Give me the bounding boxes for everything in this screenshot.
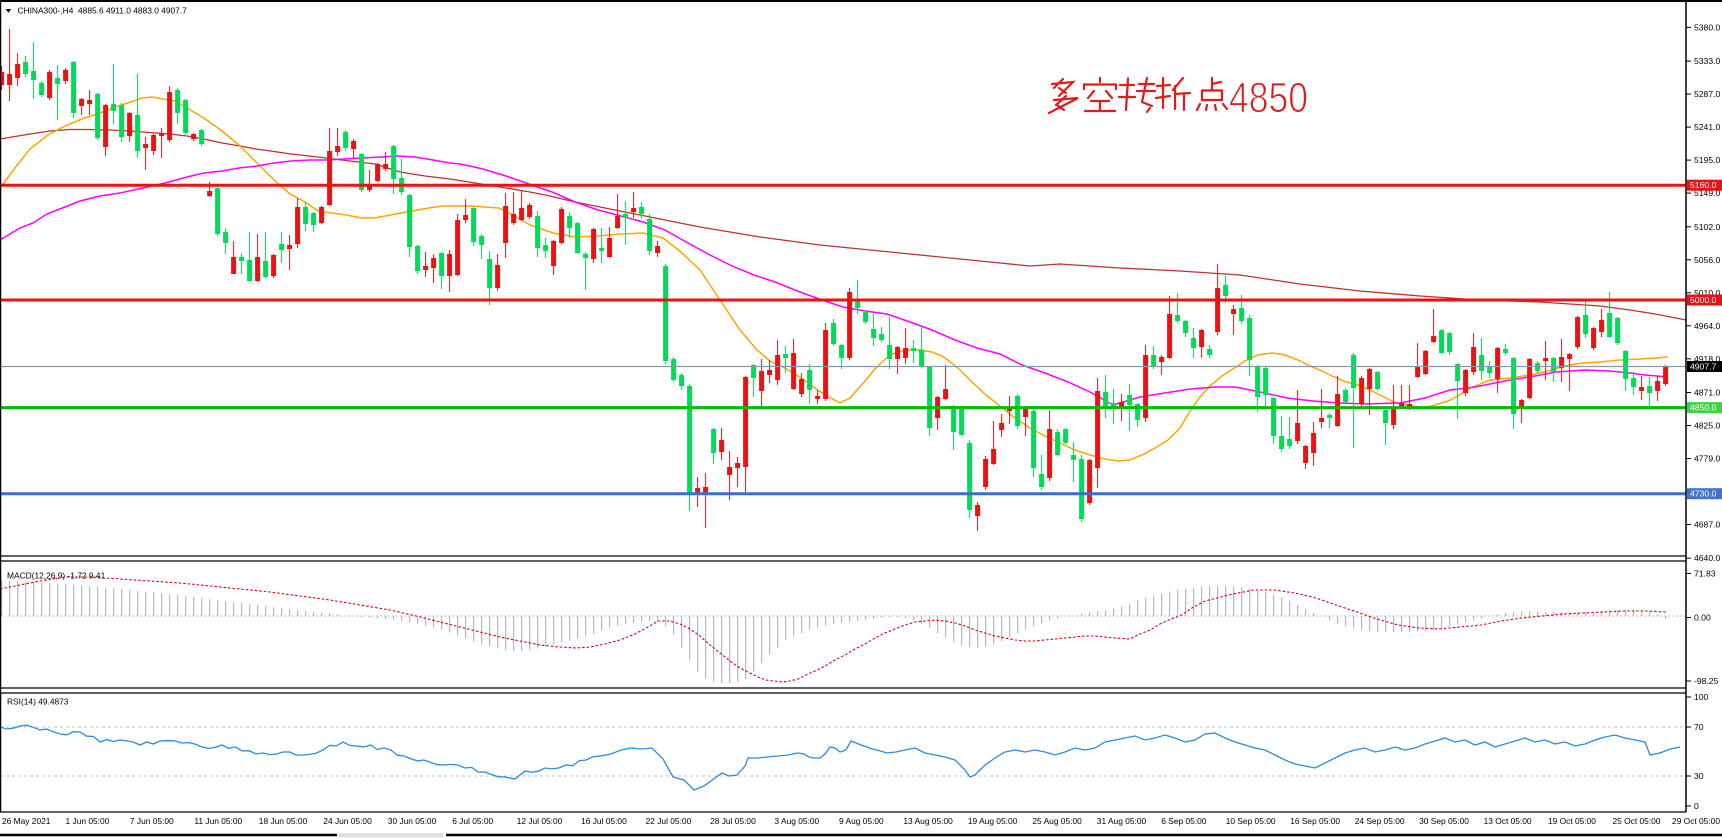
svg-text:CHINA300-,H4 4885.6 4911.0 48: CHINA300-,H4 4885.6 4911.0 4883.0 4907.7 <box>18 6 188 16</box>
svg-text:4850: 4850 <box>1229 74 1308 122</box>
svg-text:MACD(12,26,9) -1.72 9.41: MACD(12,26,9) -1.72 9.41 <box>7 571 106 581</box>
svg-text:24 Jun 05:00: 24 Jun 05:00 <box>323 816 372 826</box>
svg-text:4825.0: 4825.0 <box>1694 421 1721 431</box>
svg-text:9 Aug 05:00: 9 Aug 05:00 <box>839 816 884 826</box>
svg-text:4964.0: 4964.0 <box>1694 321 1721 331</box>
svg-text:18 Jun 05:00: 18 Jun 05:00 <box>259 816 308 826</box>
svg-text:16 Jul 05:00: 16 Jul 05:00 <box>581 816 627 826</box>
svg-text:29 Oct 05:00: 29 Oct 05:00 <box>1672 816 1720 826</box>
svg-text:11 Jun 05:00: 11 Jun 05:00 <box>194 816 242 826</box>
svg-text:5102.0: 5102.0 <box>1694 222 1721 232</box>
svg-text:100: 100 <box>1694 692 1709 702</box>
svg-text:4730.0: 4730.0 <box>1690 489 1717 499</box>
svg-text:31 Aug 05:00: 31 Aug 05:00 <box>1097 816 1147 826</box>
svg-text:4918.0: 4918.0 <box>1694 354 1721 364</box>
svg-text:0.00: 0.00 <box>1694 613 1711 623</box>
svg-text:5333.0: 5333.0 <box>1694 56 1721 66</box>
svg-text:71.83: 71.83 <box>1694 569 1716 579</box>
svg-text:13 Aug 05:00: 13 Aug 05:00 <box>903 816 953 826</box>
svg-text:6 Sep 05:00: 6 Sep 05:00 <box>1161 816 1207 826</box>
svg-text:4640.0: 4640.0 <box>1694 553 1721 563</box>
svg-text:5160.0: 5160.0 <box>1690 180 1717 190</box>
svg-text:5287.0: 5287.0 <box>1694 89 1721 99</box>
svg-text:70: 70 <box>1694 722 1704 732</box>
svg-text:16 Sep 05:00: 16 Sep 05:00 <box>1290 816 1340 826</box>
svg-text:4687.0: 4687.0 <box>1694 520 1721 530</box>
svg-text:10 Sep 05:00: 10 Sep 05:00 <box>1226 816 1276 826</box>
svg-text:5000.0: 5000.0 <box>1690 295 1717 305</box>
svg-text:1 Jun 05:00: 1 Jun 05:00 <box>66 816 110 826</box>
svg-text:5010.0: 5010.0 <box>1694 288 1721 298</box>
svg-text:7 Jun 05:00: 7 Jun 05:00 <box>130 816 174 826</box>
svg-text:5149.0: 5149.0 <box>1694 188 1721 198</box>
svg-text:6 Jul 05:00: 6 Jul 05:00 <box>452 816 493 826</box>
svg-text:5056.0: 5056.0 <box>1694 255 1721 265</box>
svg-text:4779.0: 4779.0 <box>1694 454 1721 464</box>
svg-text:30 Sep 05:00: 30 Sep 05:00 <box>1419 816 1469 826</box>
svg-text:4907.7: 4907.7 <box>1690 362 1717 372</box>
svg-text:RSI(14) 49.4873: RSI(14) 49.4873 <box>7 697 69 707</box>
svg-text:24 Sep 05:00: 24 Sep 05:00 <box>1355 816 1405 826</box>
svg-text:19 Aug 05:00: 19 Aug 05:00 <box>968 816 1018 826</box>
svg-text:30: 30 <box>1694 771 1704 781</box>
svg-text:22 Jul 05:00: 22 Jul 05:00 <box>646 816 692 826</box>
svg-text:5380.0: 5380.0 <box>1694 22 1721 32</box>
svg-text:28 Jul 05:00: 28 Jul 05:00 <box>710 816 756 826</box>
svg-text:0: 0 <box>1694 801 1699 811</box>
svg-text:-98.25: -98.25 <box>1694 676 1719 686</box>
svg-text:30 Jun 05:00: 30 Jun 05:00 <box>388 816 437 826</box>
svg-text:25 Oct 05:00: 25 Oct 05:00 <box>1613 816 1661 826</box>
svg-text:4850.0: 4850.0 <box>1690 403 1717 413</box>
svg-text:19 Oct 05:00: 19 Oct 05:00 <box>1548 816 1596 826</box>
svg-text:3 Aug 05:00: 3 Aug 05:00 <box>775 816 820 826</box>
svg-text:26 May 2021: 26 May 2021 <box>2 816 51 826</box>
svg-text:4871.0: 4871.0 <box>1694 388 1721 398</box>
svg-text:13 Oct 05:00: 13 Oct 05:00 <box>1484 816 1532 826</box>
svg-text:5195.0: 5195.0 <box>1694 155 1721 165</box>
svg-text:12 Jul 05:00: 12 Jul 05:00 <box>517 816 563 826</box>
svg-text:25 Aug 05:00: 25 Aug 05:00 <box>1032 816 1082 826</box>
svg-text:5241.0: 5241.0 <box>1694 122 1721 132</box>
